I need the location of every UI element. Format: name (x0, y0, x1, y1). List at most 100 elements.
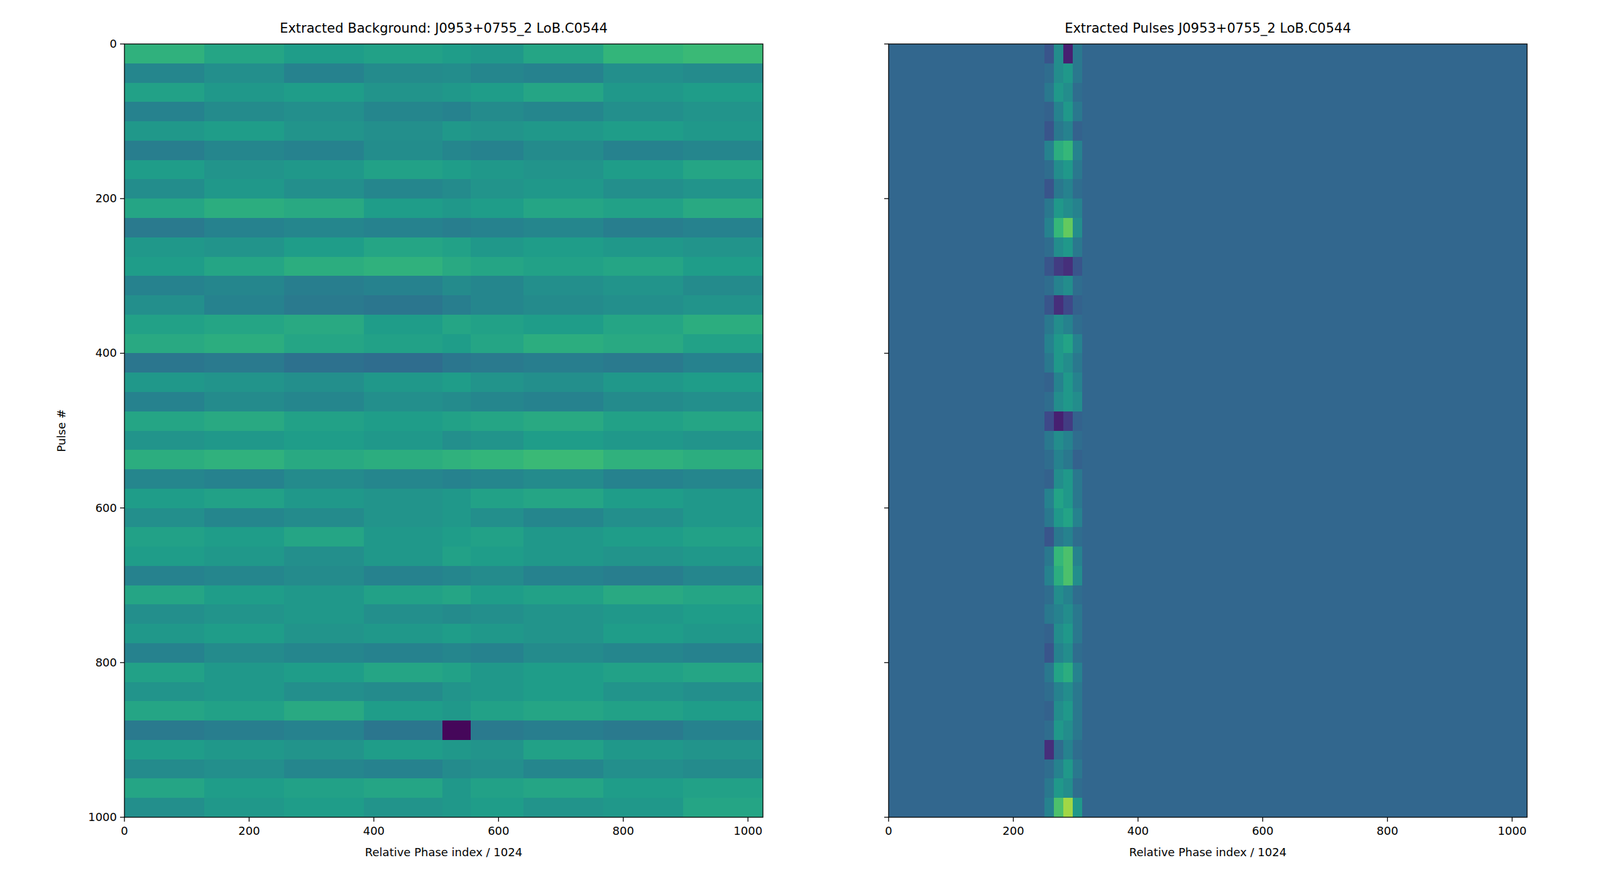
cell (1082, 43, 1528, 64)
cell (204, 759, 285, 780)
cell (888, 257, 1046, 277)
cell (888, 353, 1046, 373)
cell (363, 546, 444, 567)
cell (523, 218, 604, 238)
cell (470, 218, 525, 238)
cell (523, 411, 604, 432)
cell (1063, 257, 1073, 277)
cell (442, 624, 471, 644)
cell (683, 353, 763, 373)
cell (442, 237, 471, 258)
cell (284, 140, 365, 161)
cell (683, 218, 763, 238)
cell (442, 160, 471, 180)
cell (1082, 604, 1528, 625)
cell (1044, 218, 1054, 238)
y-tick-label: 800 (95, 656, 117, 670)
cell (1053, 720, 1064, 741)
cell (683, 624, 763, 644)
cell (888, 372, 1046, 393)
cell (1044, 295, 1054, 315)
cell (1044, 720, 1054, 741)
cell (683, 701, 763, 721)
cell (1082, 798, 1528, 818)
cell (1082, 140, 1528, 161)
x-tick (622, 817, 624, 822)
cell (204, 218, 285, 238)
cell (284, 431, 365, 451)
cell (470, 604, 525, 625)
cell (523, 701, 604, 721)
cell (124, 140, 205, 161)
cell (1072, 411, 1083, 432)
cell (1053, 469, 1064, 489)
cell (523, 643, 604, 664)
cell (1072, 759, 1083, 780)
cell (124, 682, 205, 702)
cell (1082, 585, 1528, 606)
cell (470, 275, 525, 296)
cell (683, 237, 763, 258)
cell (888, 275, 1046, 296)
cell (204, 740, 285, 760)
y-tick-label: 400 (95, 346, 117, 360)
cell (683, 431, 763, 451)
cell (363, 334, 444, 354)
cell (683, 798, 763, 818)
cell (204, 720, 285, 741)
cell (204, 508, 285, 528)
cell (1063, 198, 1073, 219)
cell (523, 508, 604, 528)
cell (442, 508, 471, 528)
y-tick (884, 816, 889, 818)
cell (888, 101, 1046, 122)
cell (1072, 218, 1083, 238)
cell (603, 682, 684, 702)
cell (442, 257, 471, 277)
cell (683, 275, 763, 296)
cell (470, 449, 525, 470)
cell (284, 624, 365, 644)
cell (470, 663, 525, 683)
cell (442, 334, 471, 354)
cell (1053, 431, 1064, 451)
cell (1044, 759, 1054, 780)
cell (204, 798, 285, 818)
cell (1053, 237, 1064, 258)
cell (442, 121, 471, 141)
cell (603, 82, 684, 103)
cell (124, 121, 205, 141)
cell (1082, 218, 1528, 238)
cell (1072, 663, 1083, 683)
cell (442, 663, 471, 683)
cell (470, 527, 525, 547)
cell (523, 179, 604, 199)
cell (470, 759, 525, 780)
cell (1072, 372, 1083, 393)
cell (363, 179, 444, 199)
cell (523, 82, 604, 103)
cell (1082, 63, 1528, 83)
cell (603, 488, 684, 509)
cell (1053, 508, 1064, 528)
cell (470, 411, 525, 432)
cell (603, 778, 684, 799)
cell (1063, 63, 1073, 83)
cell (523, 372, 604, 393)
cell (888, 198, 1046, 219)
cell (523, 778, 604, 799)
cell (442, 488, 471, 509)
cell (603, 701, 684, 721)
cell (1063, 43, 1073, 64)
cell (603, 604, 684, 625)
cell (204, 237, 285, 258)
cell (124, 334, 205, 354)
y-tick (120, 353, 125, 354)
y-tick (120, 507, 125, 509)
cell (1072, 798, 1083, 818)
cell (683, 140, 763, 161)
cell (523, 585, 604, 606)
cell (1082, 392, 1528, 412)
cell (284, 372, 365, 393)
cell (1072, 237, 1083, 258)
